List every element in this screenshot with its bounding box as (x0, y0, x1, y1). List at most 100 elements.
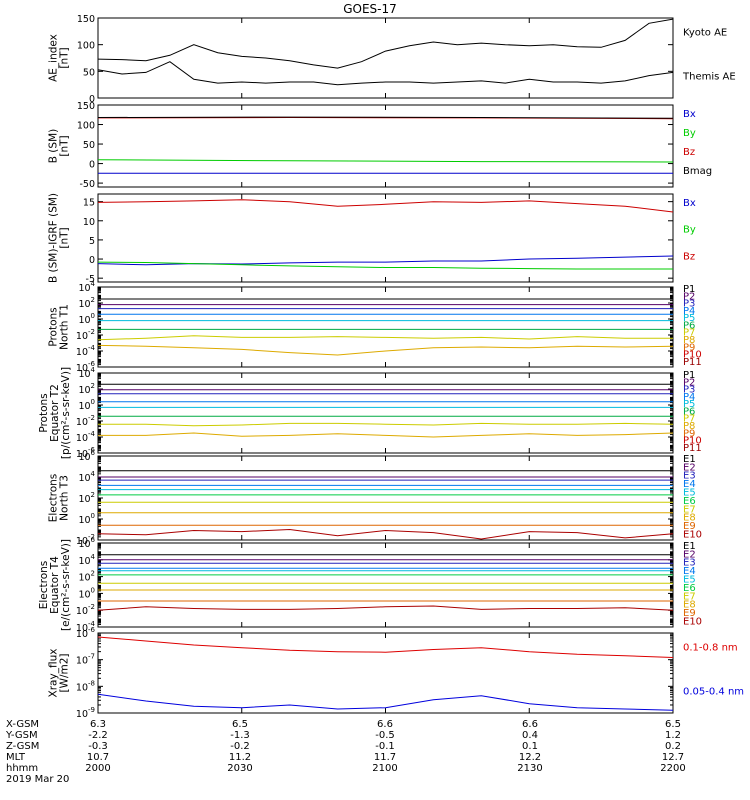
y-tick-label: 15 (83, 198, 95, 209)
x-row-value: 0.2 (665, 741, 681, 752)
y-tick-exponent: 2 (91, 491, 95, 499)
y-tick-label: 10-2 (76, 414, 95, 428)
legend-entry: 0.05-0.4 nm (683, 687, 744, 698)
x-axis-table: X-GSM 6.3 6.5 6.6 6.6 6.5 Y-GSM -2.2 -1.3 -0.5 0.4… (5, 719, 686, 785)
legend-entry: P2 (683, 291, 695, 302)
panel-3: -5 0 5 10 15 B (SM)-IGRF (SM) [nT] Bx By Bz (48, 193, 696, 285)
y-tick-exponent: -8 (88, 679, 95, 687)
legend-entry: E8 (683, 513, 696, 524)
y-tick-exponent: 6 (91, 449, 96, 457)
legend-entry: P2 (683, 377, 695, 388)
y-tick-exponent: 0 (91, 398, 95, 406)
figure-title: GOES-17 (343, 2, 397, 16)
series-line (97, 261, 673, 270)
y-tick-exponent: 4 (91, 366, 96, 374)
series-line (97, 344, 674, 356)
y-tick-label: 5 (89, 236, 95, 247)
x-row-value: -0.1 (375, 741, 395, 752)
legend-entry: Bz (683, 147, 695, 158)
x-row-value: -2.2 (88, 730, 108, 741)
y-tick-label: 104 (78, 470, 95, 484)
legend-entry: E4 (683, 479, 696, 490)
y-tick-exponent: -2 (88, 603, 95, 611)
y-tick-exponent: 4 (91, 470, 96, 478)
legend-entry: E6 (683, 583, 696, 594)
y-axis-label: B (SM) (48, 129, 60, 163)
legend-entry: E5 (683, 574, 696, 585)
legend-entry: P5 (683, 313, 695, 324)
x-row-value: -0.3 (88, 741, 108, 752)
series-line (97, 18, 674, 69)
y-tick-label: 10-2 (76, 328, 95, 342)
y-tick-exponent: -6 (88, 446, 96, 454)
y-axis-label: [nT] (59, 227, 71, 248)
y-axis-label: Electrons (38, 561, 50, 610)
x-row-value: 10.7 (87, 752, 109, 763)
x-row-value: 6.6 (377, 719, 393, 730)
y-tick-label: 0 (89, 94, 95, 105)
panel-8: 10-9 10-8 10-7 10-6 Xray_flux [W/m2] 0.1-0.8 n… (48, 626, 745, 720)
y-tick-exponent: -6 (88, 360, 96, 368)
y-axis-label: North T1 (59, 304, 71, 350)
y-tick-label: 100 (78, 586, 95, 600)
y-tick-label: 0 (89, 160, 95, 171)
legend-entry: P7 (683, 414, 695, 425)
legend-entry: P5 (683, 399, 695, 410)
x-row-value: 6.5 (665, 719, 681, 730)
x-row-value: 2130 (517, 763, 542, 774)
y-axis-label: Electrons (48, 474, 60, 523)
y-axis-label: [p/(cm²-s-sr-keV)] (60, 367, 72, 459)
legend-entry: P11 (683, 357, 702, 368)
y-tick-exponent: -2 (88, 328, 95, 336)
x-row-label: X-GSM (6, 719, 39, 730)
y-tick-label: 50 (83, 140, 95, 151)
y-tick-exponent: 0 (91, 312, 95, 320)
x-row-value: 11.2 (229, 752, 251, 763)
y-tick-label: 100 (77, 41, 95, 52)
y-tick-label: 150 (77, 101, 95, 112)
y-axis-label: [nT] (59, 135, 71, 156)
y-tick-label: 10-2 (76, 603, 95, 617)
x-row-value: 12.2 (519, 752, 541, 763)
y-tick-exponent: 4 (91, 280, 96, 288)
y-tick-exponent: -4 (88, 430, 96, 438)
legend-entry: E2 (683, 549, 696, 560)
y-tick-label: 100 (78, 512, 95, 526)
legend-entry: E1 (683, 541, 696, 552)
y-tick-label: -5 (86, 274, 95, 285)
legend-entry: P3 (683, 299, 695, 310)
x-row-value: 12.7 (662, 752, 684, 763)
x-row-value: 11.7 (374, 752, 396, 763)
y-axis-label: North T3 (59, 475, 71, 521)
legend-entry: E9 (683, 521, 696, 532)
series-line (98, 422, 674, 427)
y-axis-label: Xray_flux (48, 649, 60, 698)
series-line (97, 528, 674, 540)
y-axis-label: Equator T4 (49, 556, 61, 614)
x-row-label: MLT (6, 752, 26, 763)
legend-entry: P3 (683, 385, 695, 396)
legend-entry: E1 (683, 454, 696, 465)
x-row-value: 2000 (85, 763, 110, 774)
y-tick-label: 100 (77, 121, 95, 132)
y-tick-label: 104 (78, 553, 95, 567)
legend-entry: Themis AE (682, 72, 736, 83)
legend-entry: E10 (683, 529, 702, 540)
y-tick-label: 150 (77, 14, 95, 25)
x-row-value: 2200 (660, 763, 685, 774)
series-line (97, 335, 673, 341)
x-row-label: hhmm (6, 763, 38, 774)
y-tick-exponent: -4 (88, 620, 96, 628)
legend-entry: P6 (683, 320, 695, 331)
x-row-value: 1.2 (665, 730, 681, 741)
legend-entry: E7 (683, 591, 696, 602)
y-tick-exponent: 2 (91, 570, 95, 578)
legend-entry: P9 (683, 428, 695, 439)
y-tick-label: 102 (78, 382, 95, 396)
x-row-value: 0.4 (522, 730, 538, 741)
y-tick-label: 106 (78, 449, 95, 463)
plot-frame (97, 542, 674, 628)
